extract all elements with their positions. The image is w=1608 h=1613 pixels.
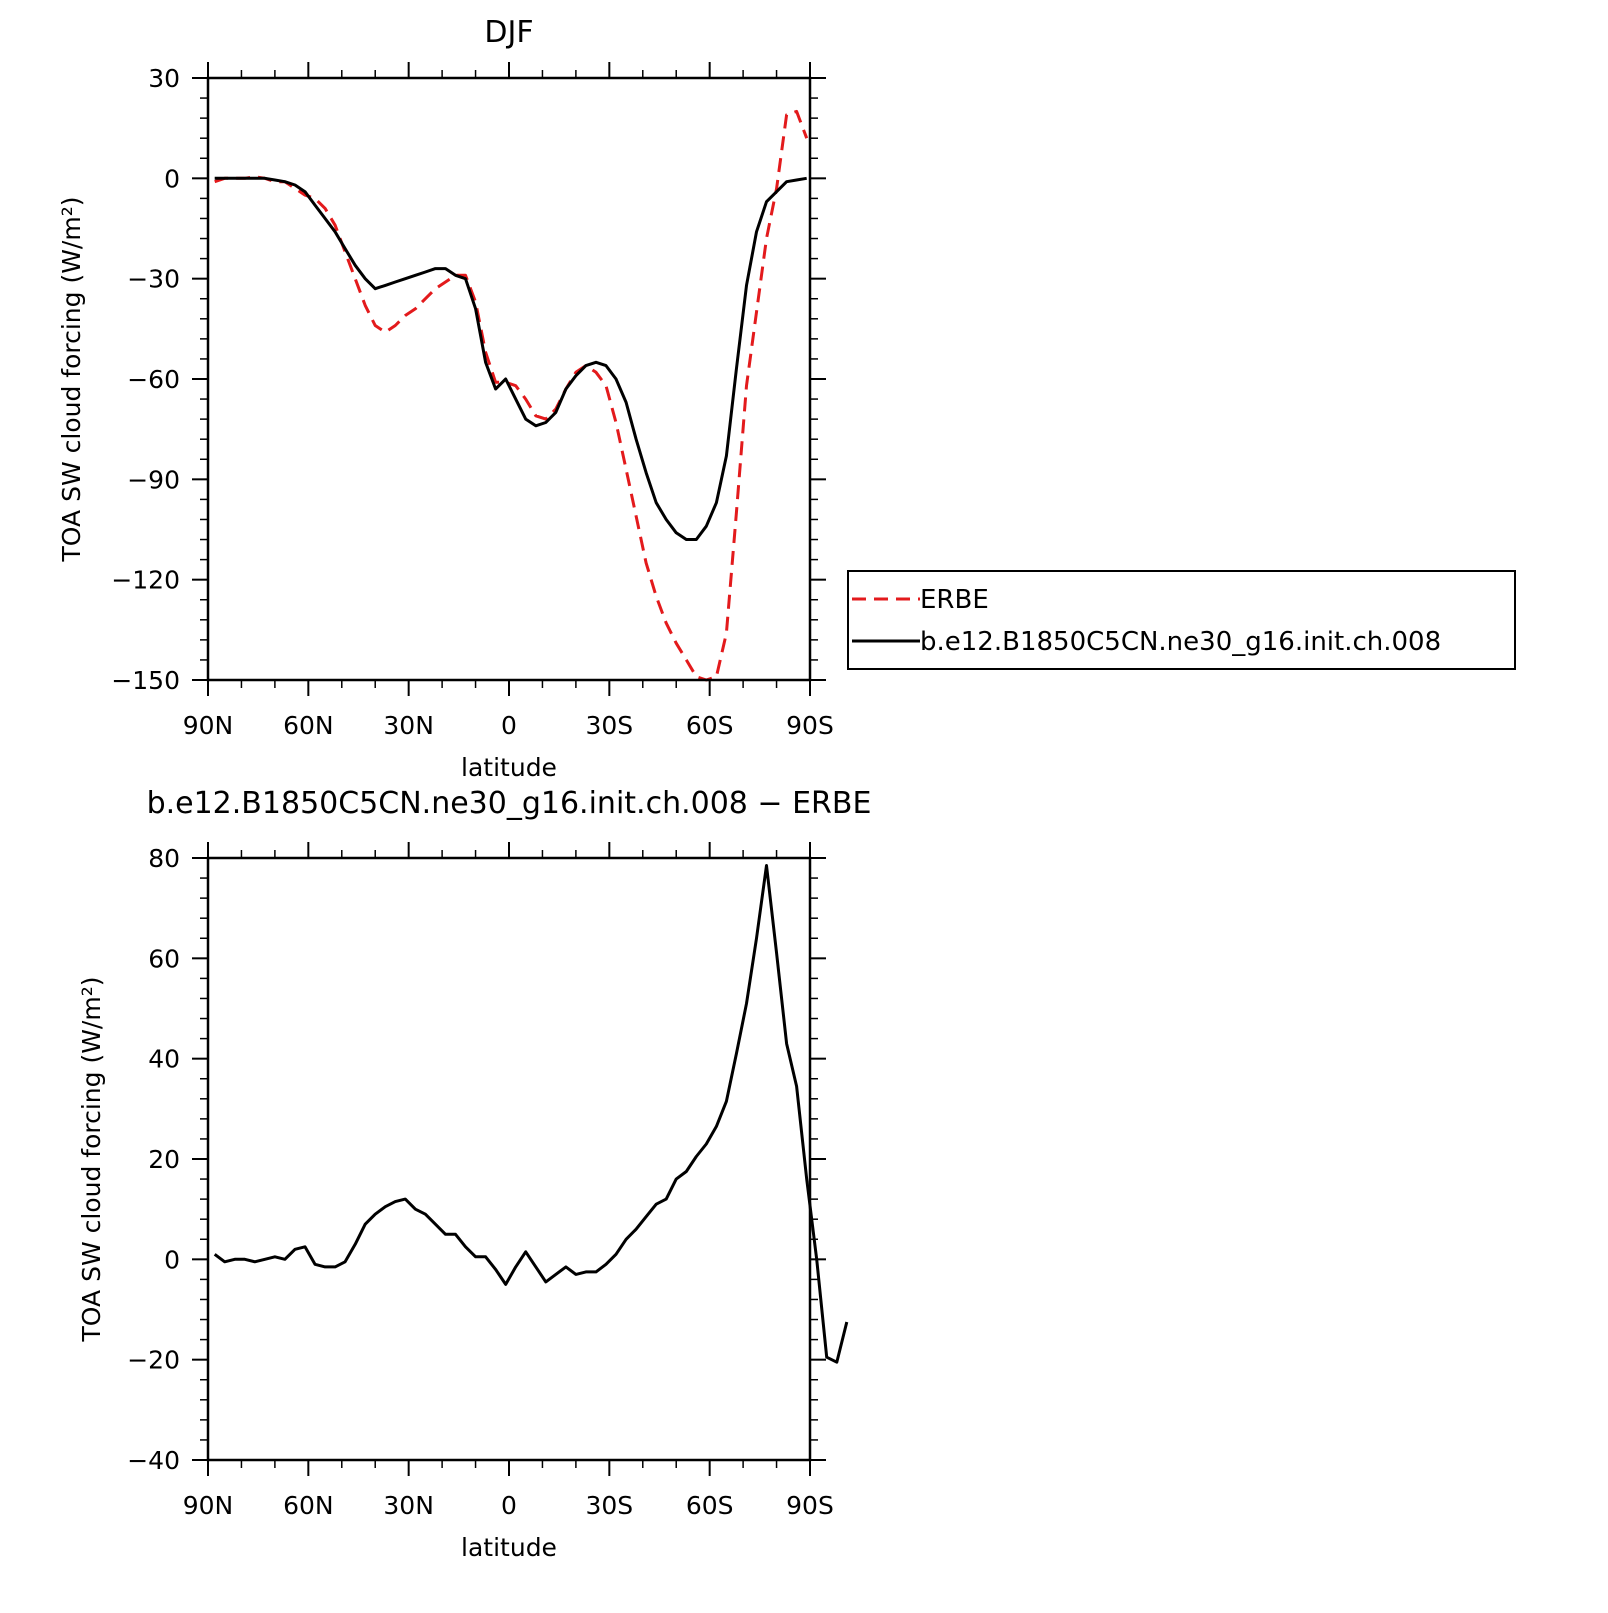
panel-bottom-title: b.e12.B1850C5CN.ne30_g16.init.ch.008 − E… xyxy=(147,786,872,821)
y-tick-label: 0 xyxy=(164,1245,180,1274)
y-tick-label: −120 xyxy=(111,566,180,595)
legend-box xyxy=(847,570,1516,670)
x-tick-label: 0 xyxy=(501,711,517,740)
y-tick-label: −90 xyxy=(127,465,180,494)
x-tick-label: 30N xyxy=(383,1491,434,1520)
x-tick-label: 90S xyxy=(786,1491,834,1520)
y-tick-label: −40 xyxy=(127,1446,180,1475)
panel-top-y-axis-title: TOA SW cloud forcing (W/m²) xyxy=(57,197,86,563)
x-tick-label: 60S xyxy=(686,1491,734,1520)
x-tick-label: 30N xyxy=(383,711,434,740)
legend-label-erbe: ERBE xyxy=(920,585,989,615)
panel-top-series xyxy=(214,109,809,682)
panel-bottom-frame xyxy=(206,856,812,1462)
panel-top: DJF 30 0 −30 −60 −90 −120 −150 90N 60N 30N 0 30S 60… xyxy=(57,15,1516,782)
series-line-difference xyxy=(213,864,849,1364)
panel-bottom-y-tick-labels: 80 60 40 20 0 −20 −40 xyxy=(127,844,180,1475)
series-line-erbe xyxy=(214,109,809,682)
panel-top-ticks xyxy=(192,62,826,696)
panel-bottom-ticks xyxy=(192,842,826,1476)
panel-top-x-axis-title: latitude xyxy=(461,753,557,782)
panel-top-x-tick-labels: 90N 60N 30N 0 30S 60S 90S xyxy=(183,711,834,740)
panel-bottom-series xyxy=(213,864,849,1364)
y-tick-label: 20 xyxy=(148,1145,180,1174)
x-tick-label: 60N xyxy=(283,711,334,740)
x-tick-label: 30S xyxy=(585,711,633,740)
x-tick-label: 30S xyxy=(585,1491,633,1520)
panel-top-title: DJF xyxy=(484,15,533,50)
y-tick-label: 60 xyxy=(148,944,180,973)
y-tick-label: 40 xyxy=(148,1045,180,1074)
y-tick-label: 30 xyxy=(148,64,180,93)
x-tick-label: 90S xyxy=(786,711,834,740)
y-tick-label: −150 xyxy=(111,666,180,695)
x-tick-label: 0 xyxy=(501,1491,517,1520)
x-tick-label: 90N xyxy=(183,711,234,740)
legend: ERBE b.e12.B1850C5CN.ne30_g16.init.ch.00… xyxy=(847,570,1516,670)
x-tick-label: 60N xyxy=(283,1491,334,1520)
series-line-b-e12-b1850c5cn-ne30-g16-init-ch-008 xyxy=(214,176,807,541)
panel-bottom-x-axis-title: latitude xyxy=(461,1533,557,1562)
x-tick-label: 90N xyxy=(183,1491,234,1520)
panel-bottom-y-axis-title: TOA SW cloud forcing (W/m²) xyxy=(77,977,106,1343)
y-tick-label: 80 xyxy=(148,844,180,873)
legend-label-model: b.e12.B1850C5CN.ne30_g16.init.ch.008 xyxy=(920,627,1441,657)
y-tick-label: −60 xyxy=(127,365,180,394)
panel-top-frame xyxy=(206,76,812,682)
x-tick-label: 60S xyxy=(686,711,734,740)
y-tick-label: −30 xyxy=(127,265,180,294)
panel-bottom: b.e12.B1850C5CN.ne30_g16.init.ch.008 − E… xyxy=(77,786,871,1562)
y-tick-label: −20 xyxy=(127,1346,180,1375)
y-tick-label: 0 xyxy=(164,164,180,193)
panel-bottom-x-tick-labels: 90N 60N 30N 0 30S 60S 90S xyxy=(183,1491,834,1520)
panel-top-y-tick-labels: 30 0 −30 −60 −90 −120 −150 xyxy=(111,64,180,695)
